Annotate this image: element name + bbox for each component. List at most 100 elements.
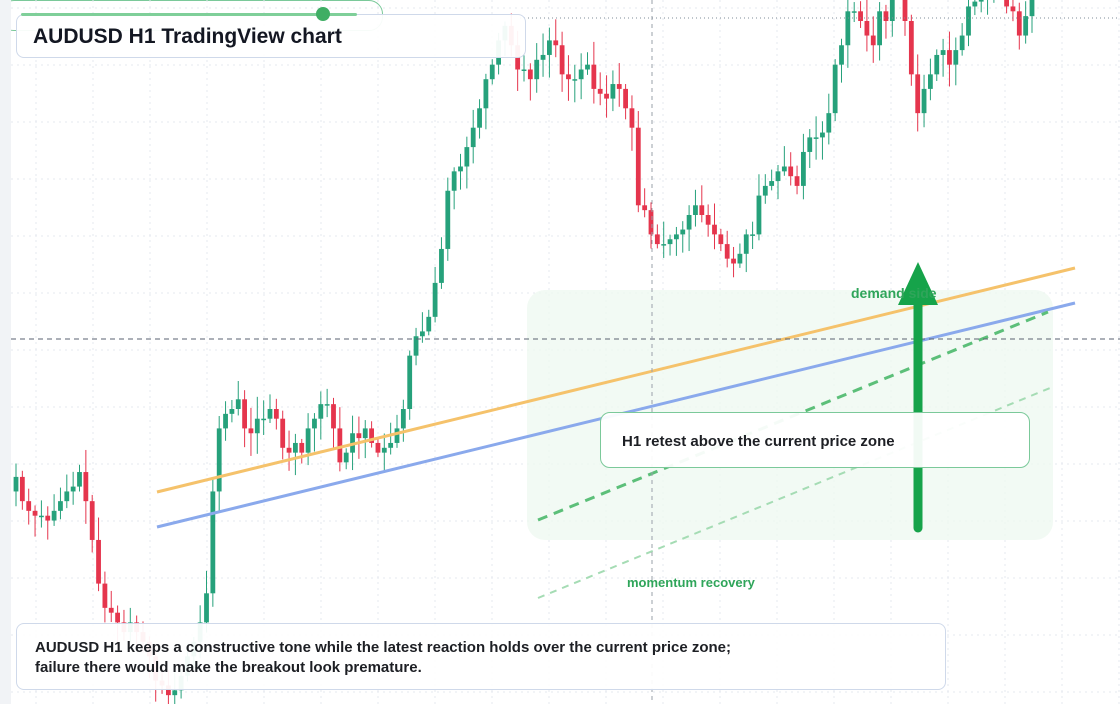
candle-bullish: [13, 476, 19, 492]
candle-bearish: [273, 409, 279, 419]
candle-bearish: [242, 399, 247, 429]
candle-bullish: [737, 253, 743, 264]
candle-bullish: [966, 6, 971, 36]
candle-bullish: [477, 108, 482, 128]
candle-bullish: [547, 40, 552, 55]
candle-bullish: [928, 74, 933, 89]
candle-bearish: [96, 539, 101, 584]
candle-bearish: [635, 127, 641, 206]
candle-bearish: [699, 205, 705, 215]
candle-bearish: [604, 93, 609, 99]
candlestick-series: [13, 0, 1035, 704]
momentum-handle[interactable]: [316, 7, 331, 21]
candle-bullish: [585, 64, 590, 70]
candle-bullish: [813, 137, 819, 139]
candle-bullish: [845, 11, 851, 46]
candle-bearish: [648, 210, 654, 235]
candle-bearish: [642, 205, 648, 211]
candle-bullish: [77, 472, 82, 487]
candle-bullish: [216, 428, 222, 492]
candle-bearish: [591, 64, 597, 89]
candle-bearish: [597, 88, 603, 94]
candle-bullish: [521, 69, 527, 71]
candle-bullish: [953, 50, 959, 65]
candle-bullish: [413, 336, 419, 356]
candle-bullish: [1029, 0, 1035, 17]
candle-bearish: [115, 612, 120, 623]
candle-bullish: [1023, 16, 1029, 36]
candle-bullish: [172, 690, 178, 696]
candle-bearish: [32, 510, 38, 516]
candle-bullish: [343, 452, 349, 463]
candle-bullish: [877, 11, 882, 46]
candle-bearish: [566, 74, 571, 80]
caption-box: AUDUSD H1 keeps a constructive tone whil…: [16, 623, 946, 690]
candle-bullish: [51, 510, 57, 521]
candle-bullish: [775, 171, 781, 182]
candle-bearish: [870, 35, 876, 46]
candle-bearish: [864, 21, 870, 36]
candle-bearish: [915, 74, 921, 114]
candle-bullish: [743, 234, 749, 254]
candle-bullish: [445, 190, 451, 249]
candle-bearish: [654, 234, 660, 245]
candle-bullish: [934, 54, 940, 75]
candle-bullish: [470, 127, 476, 148]
retest-annotation-box[interactable]: H1 retest above the current price zone: [600, 412, 1030, 468]
candle-bearish: [356, 433, 362, 439]
candle-bearish: [369, 428, 374, 443]
candle-bearish: [718, 234, 724, 245]
candle-bullish: [610, 84, 616, 99]
candle-bullish: [889, 0, 895, 21]
candle-bullish: [534, 59, 540, 80]
candle-bullish: [254, 418, 260, 434]
candle-bearish: [337, 428, 343, 463]
candle-bullish: [756, 195, 762, 235]
chart-caption: AUDUSD H1 keeps a constructive tone whil…: [35, 639, 732, 676]
candle-bearish: [712, 224, 717, 235]
candle-bearish: [286, 447, 292, 453]
candle-bullish: [839, 45, 844, 65]
candle-bullish: [293, 442, 298, 453]
candle-bullish: [940, 50, 946, 55]
candle-bullish: [693, 205, 698, 215]
candle-bullish: [832, 64, 838, 114]
candle-bearish: [280, 418, 286, 448]
candle-bearish: [527, 69, 533, 80]
candle-bullish: [210, 491, 216, 594]
candle-bullish: [426, 316, 432, 332]
candle-bullish: [762, 185, 768, 196]
candle-bearish: [902, 0, 908, 21]
candle-bullish: [64, 491, 70, 502]
candle-bearish: [629, 108, 635, 128]
candle-bearish: [616, 84, 622, 89]
candle-bullish: [420, 331, 425, 337]
demand-side-label: demand side: [851, 285, 937, 301]
chart-title: AUDUSD H1 TradingView chart: [33, 25, 342, 48]
candle-bearish: [794, 176, 800, 186]
candle-bullish: [661, 244, 667, 246]
candle-bullish: [801, 151, 806, 186]
candle-bullish: [324, 404, 330, 406]
candle-bearish: [83, 472, 89, 502]
candle-bearish: [623, 88, 628, 109]
candle-bullish: [407, 355, 413, 409]
candle-bearish: [705, 215, 711, 225]
candle-bearish: [299, 442, 305, 453]
retest-annotation-text: H1 retest above the current price zone: [622, 433, 895, 450]
candle-bullish: [458, 166, 463, 172]
candle-bullish: [489, 64, 495, 80]
candle-bullish: [223, 413, 228, 429]
candle-bullish: [578, 69, 584, 80]
candle-bearish: [26, 501, 32, 511]
candle-bearish: [108, 607, 114, 613]
candle-bearish: [883, 11, 889, 21]
candle-bullish: [921, 88, 927, 114]
candle-bearish: [788, 166, 794, 177]
candle-bullish: [750, 234, 755, 236]
candle-bullish: [680, 229, 686, 235]
momentum-track: [21, 13, 357, 16]
candle-bearish: [166, 685, 171, 696]
